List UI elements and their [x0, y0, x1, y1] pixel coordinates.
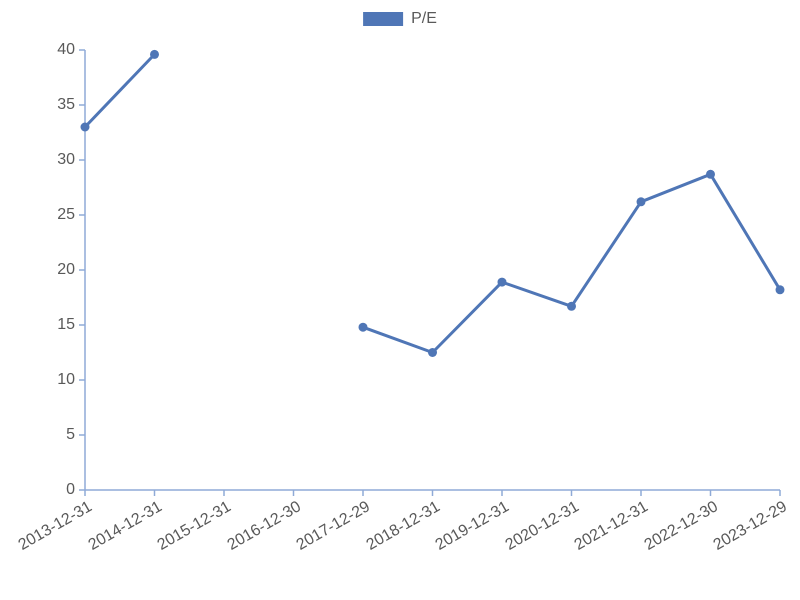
y-tick-label: 30 — [15, 151, 75, 169]
y-tick-label: 40 — [15, 41, 75, 59]
y-tick-label: 0 — [15, 481, 75, 499]
y-tick-label: 20 — [15, 261, 75, 279]
y-tick-label: 5 — [15, 426, 75, 444]
y-tick-label: 10 — [15, 371, 75, 389]
y-tick-label: 25 — [15, 206, 75, 224]
y-tick-label: 15 — [15, 316, 75, 334]
chart-canvas — [0, 0, 800, 600]
y-tick-label: 35 — [15, 96, 75, 114]
